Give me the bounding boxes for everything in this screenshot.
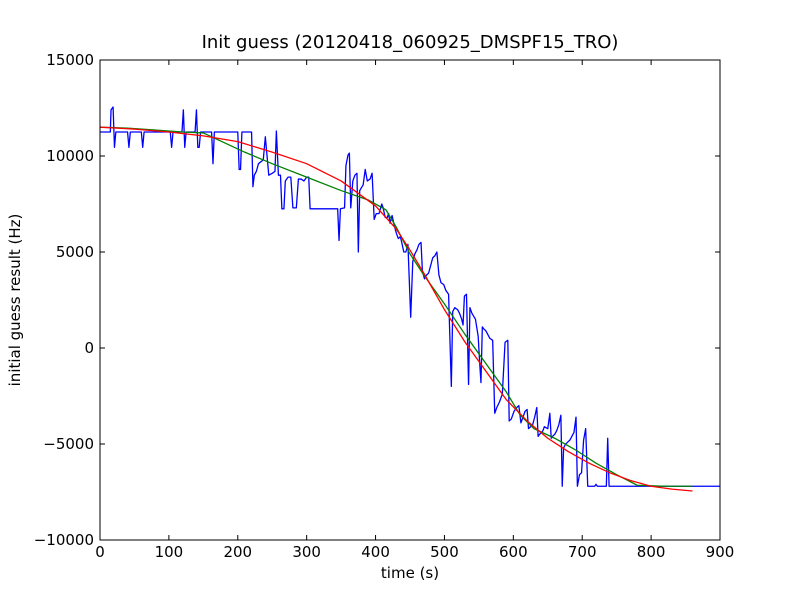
x-tick-label: 700 — [568, 543, 597, 561]
plot-series — [99, 106, 720, 492]
x-tick-label: 900 — [706, 543, 735, 561]
y-tick-label: 0 — [84, 339, 94, 357]
plot-frame — [99, 59, 721, 541]
y-tick-label: −5000 — [43, 435, 94, 453]
y-tick-label: −10000 — [34, 531, 94, 549]
x-tick-label: 600 — [499, 543, 528, 561]
y-axis-ticks: −10000 −5000 0 5000 10000 15000 — [34, 51, 720, 549]
x-tick-label: 400 — [361, 543, 390, 561]
x-tick-label: 800 — [637, 543, 666, 561]
y-tick-label: 5000 — [56, 243, 94, 261]
x-axis-ticks: 0 100 200 300 400 500 600 700 800 900 — [95, 60, 734, 561]
series-line-1 — [100, 106, 720, 487]
y-axis-label: initial guess result (Hz) — [6, 214, 24, 387]
y-tick-label: 15000 — [46, 51, 94, 69]
x-tick-label: 500 — [430, 543, 459, 561]
series-line-3 — [99, 126, 693, 492]
chart-title: Init guess (20120418_060925_DMSPF15_TRO) — [202, 32, 619, 53]
x-tick-label: 200 — [223, 543, 252, 561]
x-tick-label: 300 — [292, 543, 321, 561]
x-tick-label: 100 — [155, 543, 184, 561]
x-axis-label: time (s) — [381, 564, 439, 582]
y-tick-label: 10000 — [46, 147, 94, 165]
x-tick-label: 0 — [95, 543, 105, 561]
